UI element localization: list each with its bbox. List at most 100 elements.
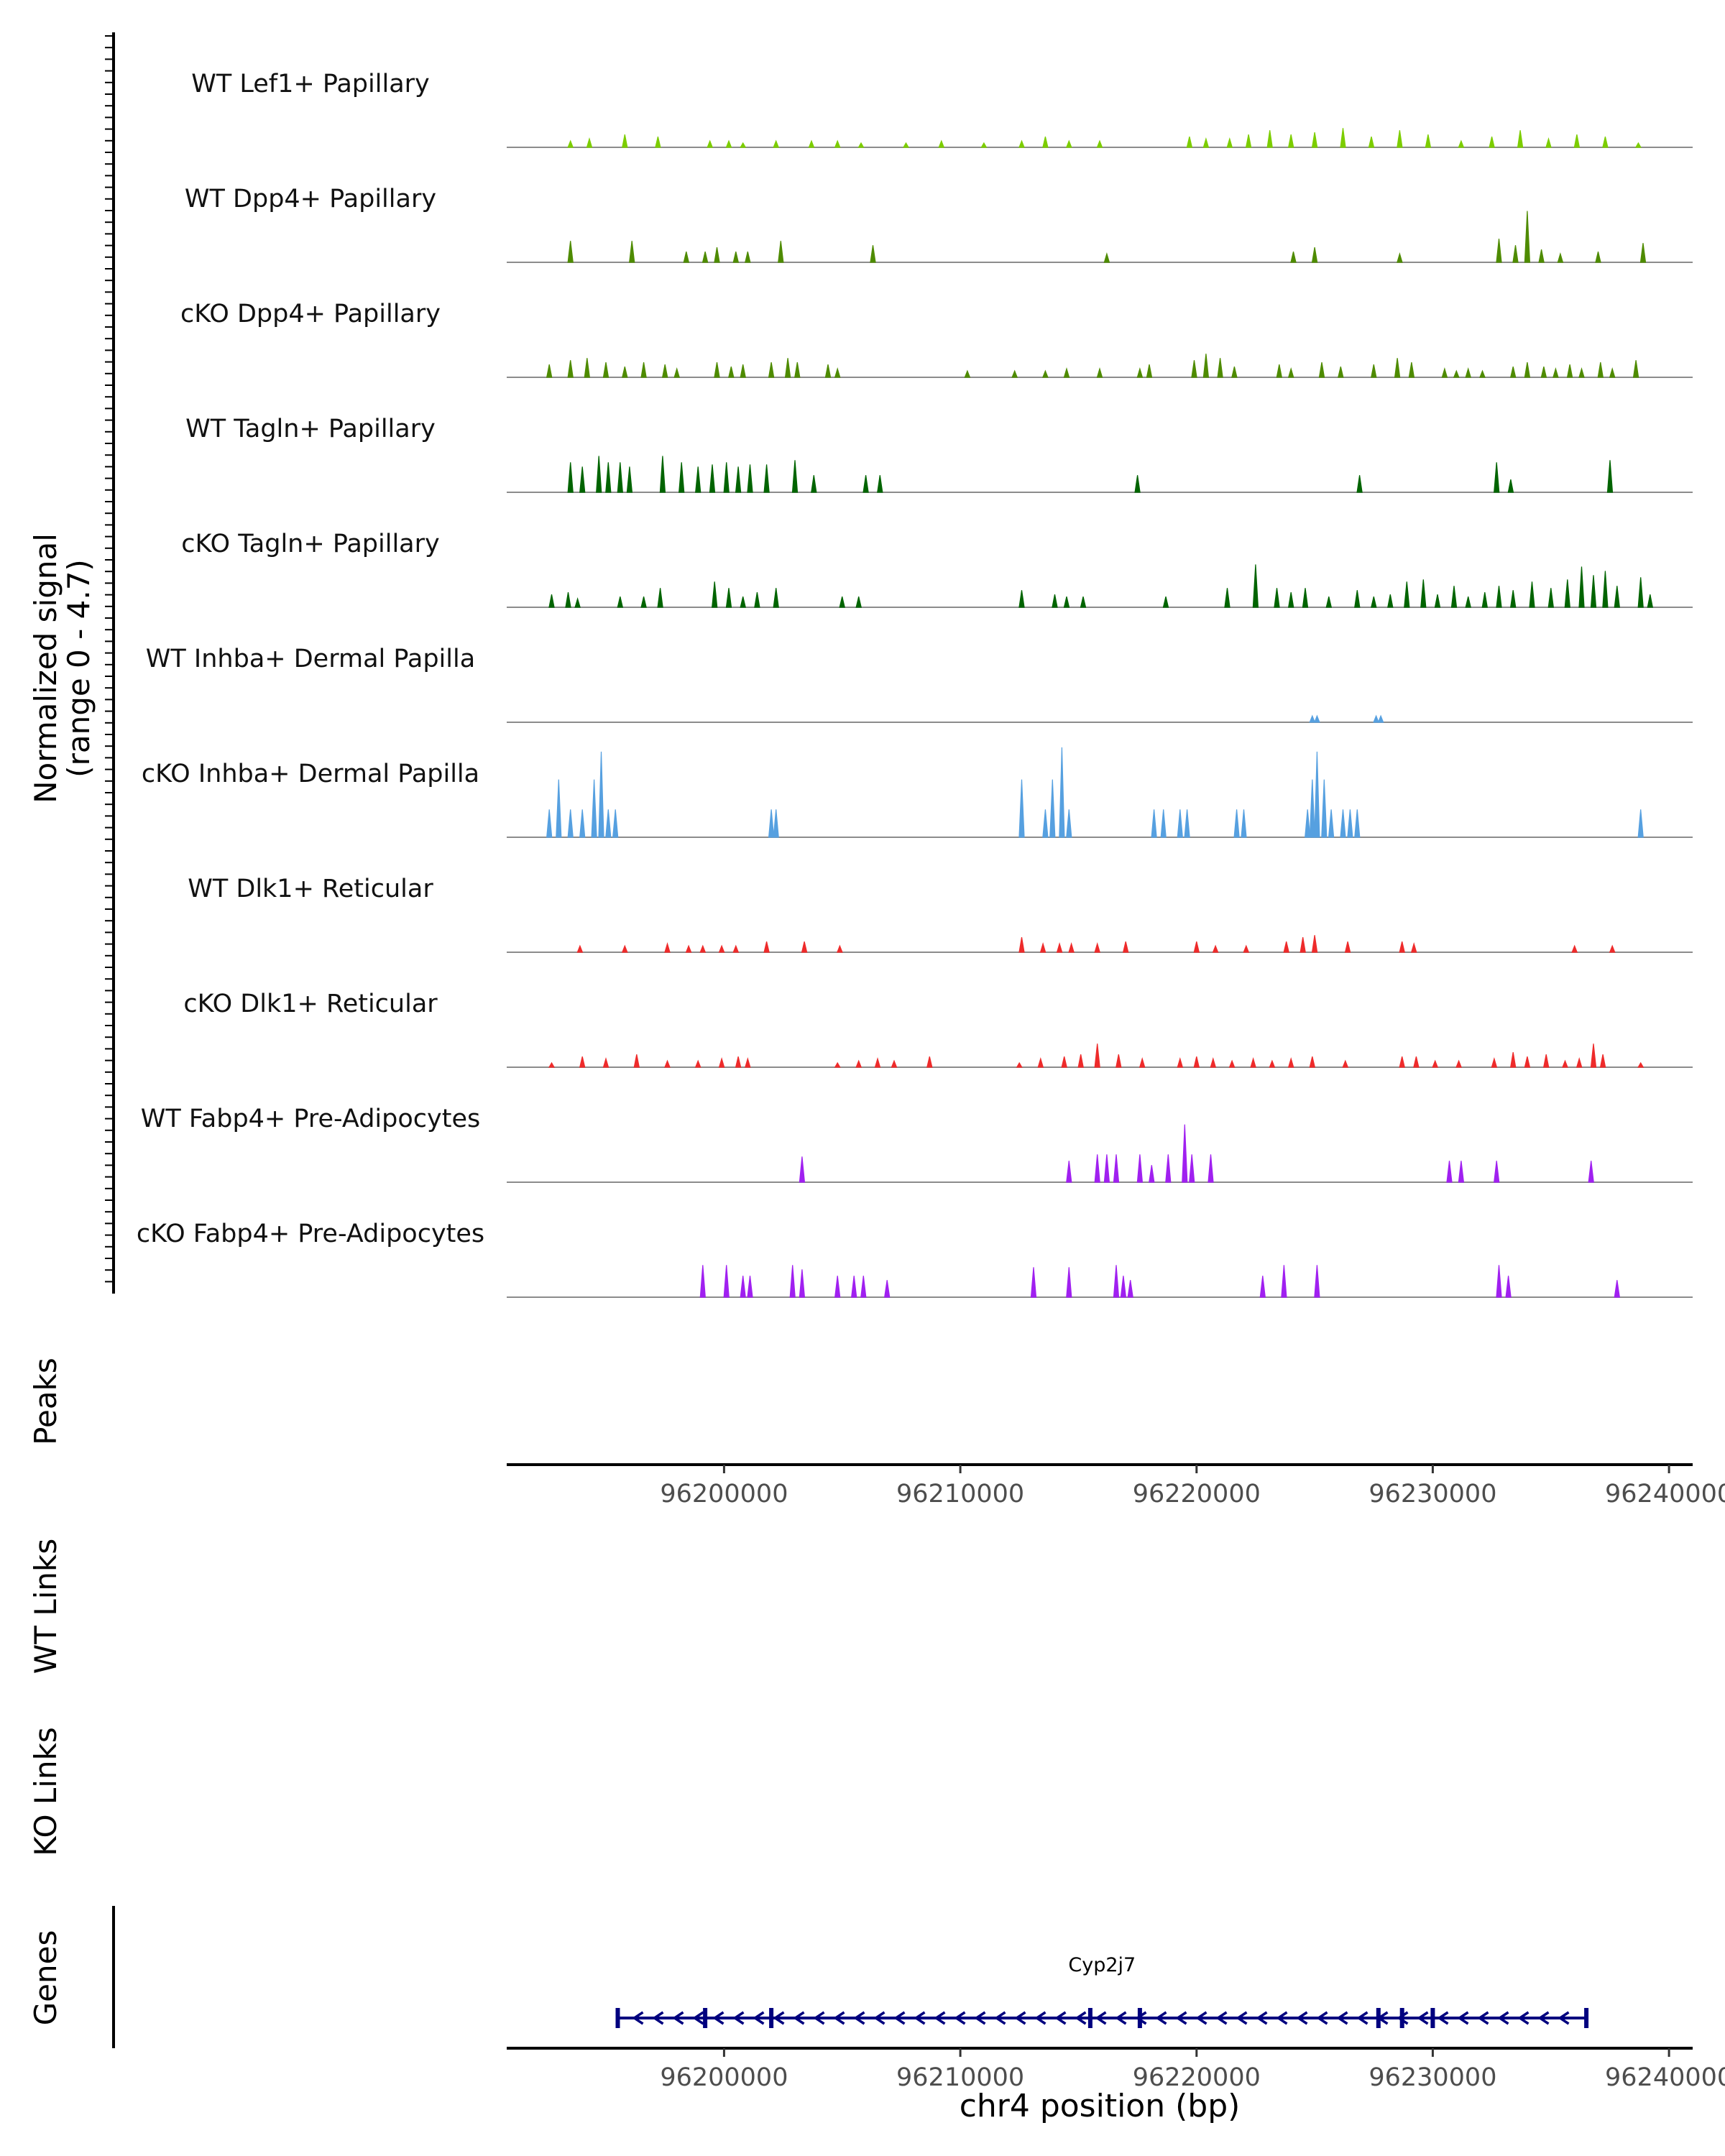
signal-peak — [1491, 1056, 1498, 1068]
peaks-x-tick-label: 96210000 — [896, 1480, 1024, 1508]
signal-peak — [1241, 809, 1247, 838]
signal-peak — [1450, 586, 1458, 608]
strand-arrow — [1054, 2011, 1067, 2025]
signal-peak — [1269, 1059, 1276, 1068]
signal-peak — [824, 364, 832, 378]
signal-peak — [808, 139, 815, 148]
signal-peak — [1588, 1161, 1594, 1183]
signal-peak — [1202, 354, 1210, 378]
signal-peak — [1399, 941, 1405, 953]
signal-peak — [699, 1265, 706, 1298]
signal-peak — [728, 366, 735, 378]
ko-links-panel-label: KO Links — [28, 1727, 63, 1856]
signal-peak — [1228, 1059, 1236, 1068]
signal-peak — [791, 460, 799, 493]
signal-peak — [1578, 566, 1585, 608]
signal-peak — [1453, 369, 1460, 378]
signal-peak — [1408, 362, 1415, 378]
signal-peak — [1562, 1059, 1568, 1068]
track: cKO Tagln+ Papillary — [181, 530, 1693, 608]
signal-peak — [1371, 596, 1377, 608]
strand-arrow — [712, 2011, 724, 2025]
signal-peak — [556, 779, 562, 838]
signal-peak — [1538, 249, 1545, 263]
signal-peak — [740, 1276, 746, 1298]
signal-peak — [1524, 1056, 1531, 1068]
signal-peak — [763, 464, 770, 493]
track: cKO Fabp4+ Pre-Adipocytes — [137, 1220, 1693, 1298]
signal-peak — [1202, 137, 1210, 148]
signal-peak — [605, 809, 612, 838]
signal-peak — [811, 475, 817, 493]
track: WT Inhba+ Dermal Papilla — [146, 645, 1693, 723]
genes-panel: Genes Cyp2j7 96200000 96210000 96220000 962… — [28, 1906, 1725, 2124]
signal-peak — [1165, 1154, 1172, 1183]
signal-peak — [1042, 136, 1049, 148]
signal-peak — [1018, 937, 1025, 953]
signal-peak — [1193, 941, 1200, 953]
strand-arrow — [1034, 2011, 1046, 2025]
signal-peak — [1509, 366, 1517, 378]
signal-peak — [723, 462, 730, 493]
signal-peak — [1245, 134, 1252, 148]
signal-peak — [1096, 367, 1103, 378]
signal-peak — [1356, 475, 1363, 493]
signal-peak — [1512, 245, 1519, 263]
signal-peak — [659, 456, 666, 493]
signal-peak — [1573, 134, 1581, 148]
signal-peak — [1309, 714, 1316, 723]
track: cKO Dpp4+ Papillary — [180, 300, 1693, 378]
signal-peak — [1597, 362, 1604, 378]
signal-peak — [1096, 139, 1103, 148]
signal-peak — [1609, 367, 1616, 378]
strand-arrow — [672, 2011, 684, 2025]
signal-peak — [574, 596, 581, 608]
signal-peak — [602, 362, 610, 378]
strand-arrow — [813, 2011, 825, 2025]
signal-peak — [640, 362, 647, 378]
signal-peak — [773, 809, 779, 838]
signal-peak — [1314, 714, 1320, 723]
signal-peak — [1011, 369, 1018, 378]
signal-peak — [768, 809, 775, 838]
signal-peak — [857, 142, 865, 148]
genes-x-tick-label: 96210000 — [896, 2063, 1024, 2092]
genes-x-tick-label: 96200000 — [660, 2063, 788, 2092]
signal-peak — [1287, 367, 1294, 378]
track-label: cKO Tagln+ Papillary — [181, 530, 440, 558]
gene-model: Cyp2j7 — [615, 1954, 1589, 2028]
signal-peak — [1509, 1052, 1517, 1068]
track-label: WT Inhba+ Dermal Papilla — [146, 645, 475, 673]
signal-peak — [1602, 571, 1609, 608]
signal-peak — [1283, 941, 1289, 953]
signal-peak — [1347, 809, 1353, 838]
signal-peak — [1217, 358, 1223, 378]
signal-peak — [744, 1056, 751, 1068]
strand-arrow — [753, 2011, 765, 2025]
signal-peak — [1182, 1124, 1188, 1183]
signal-peak — [1151, 809, 1157, 838]
track: WT Dlk1+ Reticular — [188, 875, 1693, 953]
signal-peak — [778, 241, 784, 263]
signal-peak — [834, 1276, 841, 1298]
signal-peak — [1576, 1056, 1583, 1068]
signal-peak — [546, 364, 553, 378]
signal-peak — [1614, 586, 1620, 608]
peaks-x-ticks: 96200000 96210000 96220000 96230000 96240000 — [660, 1465, 1725, 1508]
signal-peak — [1309, 779, 1315, 838]
strand-arrow — [914, 2011, 926, 2025]
signal-peak — [1564, 579, 1570, 608]
signal-peak — [862, 475, 869, 493]
signal-peak — [1571, 944, 1578, 953]
track: WT Dpp4+ Papillary — [185, 185, 1693, 263]
signal-peak — [735, 1056, 742, 1068]
signal-peak — [661, 364, 668, 378]
signal-peak — [1545, 137, 1552, 148]
strand-arrow — [1356, 2011, 1368, 2025]
strand-arrow — [1135, 2011, 1147, 2025]
signal-peak — [1287, 134, 1294, 148]
signal-peak — [605, 462, 612, 493]
signal-peak — [801, 941, 808, 953]
strand-arrow — [1477, 2011, 1489, 2025]
signal-peak — [1068, 941, 1075, 953]
